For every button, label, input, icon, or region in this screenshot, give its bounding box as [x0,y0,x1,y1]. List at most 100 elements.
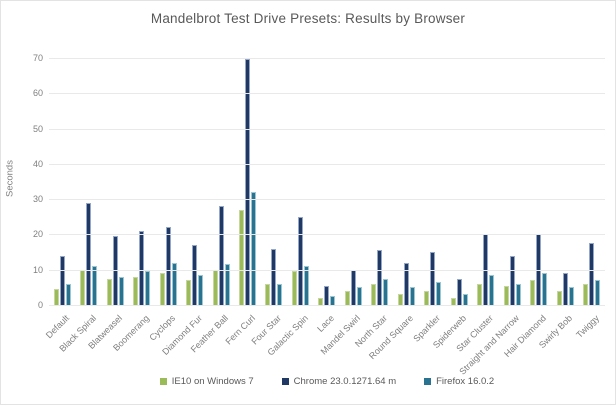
bar-group [181,58,207,305]
bar [53,289,59,305]
bar-group [261,58,287,305]
bar [515,283,521,305]
bar [165,227,171,305]
bar-group [102,58,128,305]
y-tick-label: 10 [32,264,43,275]
legend-item: Chrome 23.0.1271.64 m [281,376,397,387]
gridline [49,93,605,95]
bar [462,294,468,305]
chart-title: Mandelbrot Test Drive Presets: Results b… [150,11,466,26]
bar [171,262,177,305]
bar [436,282,442,305]
bar [277,283,283,305]
bar [159,273,165,305]
bar [503,285,509,305]
gridline [49,128,605,130]
bar [212,269,218,305]
bar [568,287,574,305]
bar [139,230,145,305]
legend-item: IE10 on Windows 7 [159,376,254,387]
bar [318,297,324,305]
bar-group [340,58,366,305]
bar [303,266,309,305]
legend: IE10 on Windows 7 Chrome 23.0.1271.64 m Fi… [49,376,605,387]
bar [595,280,601,305]
bar [477,283,483,305]
bar [245,58,251,305]
bar [356,287,362,305]
legend-label: Firefox 16.0.2 [436,376,495,387]
bar [489,275,495,305]
bar-group [234,58,260,305]
y-tick-label: 20 [32,229,43,240]
y-tick-label: 50 [32,123,43,134]
bar-group [128,58,154,305]
bar-group [208,58,234,305]
bar [383,278,389,305]
bar [224,264,230,305]
bar-group [287,58,313,305]
bar [92,266,98,305]
legend-swatch-icon [159,378,167,385]
bar [186,280,192,305]
bar-group [473,58,499,305]
gridline [49,58,605,59]
y-tick-label: 60 [32,88,43,99]
gridline [49,234,605,236]
bar [291,271,297,305]
bar [409,287,415,305]
bar [65,283,71,305]
bar [133,276,139,305]
gridline [49,163,605,165]
bar-group [578,58,604,305]
plot-area [49,58,605,306]
y-tick-label: 30 [32,194,43,205]
y-tick-label: 0 [37,300,43,310]
bar [330,296,336,305]
bar-group [367,58,393,305]
bar [80,269,86,305]
legend-swatch-icon [424,378,432,385]
bar [450,297,456,305]
y-tick-label: 40 [32,158,43,169]
bar [556,290,562,305]
bar [509,255,515,305]
bar [106,278,112,305]
legend-item: Firefox 16.0.2 [424,376,494,387]
bar [371,283,377,305]
bar [59,255,65,305]
bar [297,216,303,305]
bar [218,206,224,305]
gridline [49,199,605,201]
bar [344,290,350,305]
bar [198,275,204,305]
bar [324,285,330,305]
gridline [49,269,605,271]
bar [424,290,430,305]
bar [239,209,245,305]
bar [86,202,92,305]
bar [271,248,277,305]
bar-groups [49,58,605,305]
bar [145,271,151,305]
bar-group [155,58,181,305]
bar [530,280,536,305]
bar [350,269,356,305]
legend-swatch-icon [281,378,289,385]
bar [251,192,257,305]
bar-group [393,58,419,305]
y-tick-label: 70 [32,53,43,63]
legend-label: Chrome 23.0.1271.64 m [293,376,397,387]
bar-group [49,58,75,305]
bar [456,278,462,305]
bar [583,283,589,305]
bar [542,273,548,305]
bar [562,273,568,305]
bar-group [525,58,551,305]
bar [377,250,383,305]
bar-group [420,58,446,305]
bar [192,245,198,305]
bar [397,294,403,305]
bar [430,252,436,305]
